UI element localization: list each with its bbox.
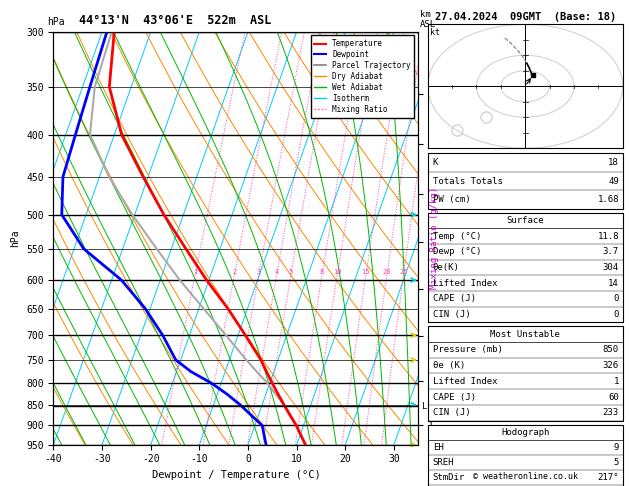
Text: 8: 8: [320, 269, 324, 275]
Text: km
ASL: km ASL: [420, 10, 436, 29]
Text: kt: kt: [430, 28, 440, 37]
Text: Temp (°C): Temp (°C): [433, 232, 481, 241]
Text: PW (cm): PW (cm): [433, 195, 470, 204]
Text: 1: 1: [193, 269, 197, 275]
Text: θe (K): θe (K): [433, 361, 465, 370]
Text: CAPE (J): CAPE (J): [433, 295, 476, 303]
Text: 1.68: 1.68: [598, 195, 619, 204]
Text: SREH: SREH: [433, 458, 454, 467]
Text: 14: 14: [608, 278, 619, 288]
Text: 2: 2: [232, 269, 237, 275]
Text: LCL: LCL: [422, 401, 438, 411]
Text: 326: 326: [603, 361, 619, 370]
Text: 5: 5: [289, 269, 293, 275]
Text: Most Unstable: Most Unstable: [490, 330, 560, 339]
Text: hPa: hPa: [47, 17, 65, 27]
Text: © weatheronline.co.uk: © weatheronline.co.uk: [473, 472, 577, 481]
Text: 3.7: 3.7: [603, 247, 619, 257]
Text: 10: 10: [333, 269, 342, 275]
Text: CIN (J): CIN (J): [433, 408, 470, 417]
Text: 15: 15: [362, 269, 370, 275]
Text: 27.04.2024  09GMT  (Base: 18): 27.04.2024 09GMT (Base: 18): [435, 12, 616, 22]
Text: Surface: Surface: [506, 216, 544, 225]
Text: Dewp (°C): Dewp (°C): [433, 247, 481, 257]
Text: EH: EH: [433, 443, 443, 452]
Text: Hodograph: Hodograph: [501, 428, 549, 437]
Text: 850: 850: [603, 345, 619, 354]
Text: 5: 5: [613, 458, 619, 467]
Text: CAPE (J): CAPE (J): [433, 393, 476, 402]
Text: Pressure (mb): Pressure (mb): [433, 345, 503, 354]
Text: 304: 304: [603, 263, 619, 272]
Text: θe(K): θe(K): [433, 263, 460, 272]
Y-axis label: km
ASL: km ASL: [437, 229, 459, 247]
Text: 3: 3: [257, 269, 261, 275]
Text: 4: 4: [274, 269, 279, 275]
Y-axis label: hPa: hPa: [11, 229, 21, 247]
Text: 0: 0: [613, 295, 619, 303]
Legend: Temperature, Dewpoint, Parcel Trajectory, Dry Adiabat, Wet Adiabat, Isotherm, Mi: Temperature, Dewpoint, Parcel Trajectory…: [311, 35, 415, 118]
Text: Totals Totals: Totals Totals: [433, 176, 503, 186]
Text: Lifted Index: Lifted Index: [433, 377, 498, 386]
X-axis label: Dewpoint / Temperature (°C): Dewpoint / Temperature (°C): [152, 470, 320, 480]
Text: Mixing Ratio (g/kg): Mixing Ratio (g/kg): [430, 187, 438, 289]
Text: 20: 20: [382, 269, 391, 275]
Text: 0: 0: [613, 310, 619, 319]
Text: 9: 9: [613, 443, 619, 452]
Text: StmDir: StmDir: [433, 473, 465, 482]
Text: 18: 18: [608, 158, 619, 167]
Text: K: K: [433, 158, 438, 167]
Text: 11.8: 11.8: [598, 232, 619, 241]
Text: 25: 25: [399, 269, 408, 275]
Text: 49: 49: [608, 176, 619, 186]
Text: 60: 60: [608, 393, 619, 402]
Text: 233: 233: [603, 408, 619, 417]
Text: 44°13'N  43°06'E  522m  ASL: 44°13'N 43°06'E 522m ASL: [79, 14, 271, 27]
Text: 217°: 217°: [598, 473, 619, 482]
Text: Lifted Index: Lifted Index: [433, 278, 498, 288]
Text: CIN (J): CIN (J): [433, 310, 470, 319]
Text: 1: 1: [613, 377, 619, 386]
